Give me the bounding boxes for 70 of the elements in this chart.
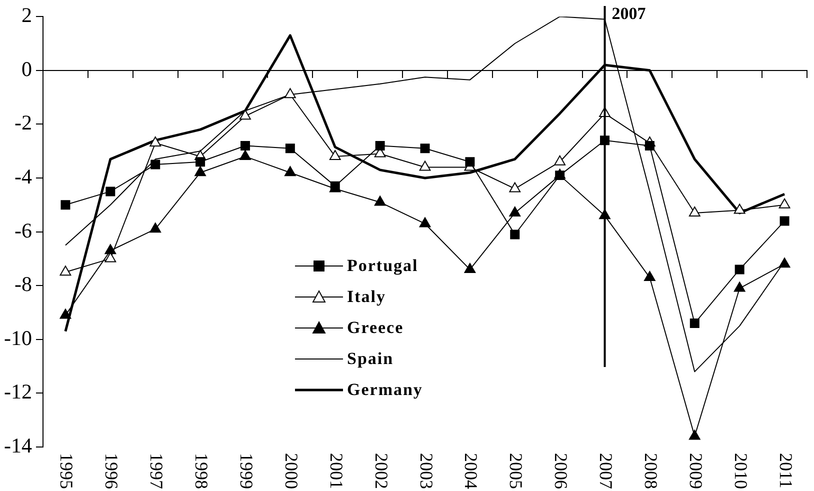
x-tick-label: 1997 [146, 453, 167, 489]
point [240, 140, 250, 150]
point [150, 222, 162, 233]
point [644, 271, 656, 282]
x-tick-label: 2006 [551, 453, 572, 489]
y-tick-label: -2 [14, 110, 32, 135]
x-tick-label: 2001 [326, 453, 346, 489]
x-tick-label: 2009 [686, 453, 706, 489]
point [644, 140, 654, 150]
point [285, 144, 295, 154]
point [329, 150, 341, 160]
point [510, 230, 520, 240]
point [464, 262, 476, 273]
point [196, 157, 206, 167]
legend-label: Spain [347, 348, 394, 370]
point [734, 204, 746, 214]
legend-label: Germany [347, 379, 423, 401]
point [688, 206, 700, 216]
point [734, 282, 746, 292]
point [150, 136, 162, 147]
ref-line-label: 2007 [612, 4, 646, 23]
point [509, 182, 521, 192]
point [778, 198, 790, 208]
y-tick-label: 0 [21, 56, 32, 81]
point [734, 264, 744, 274]
y-tick-label: -12 [4, 380, 32, 404]
point [688, 430, 700, 440]
point [554, 155, 566, 166]
point [240, 150, 251, 160]
y-tick-label: -8 [14, 272, 32, 296]
x-tick-label: 2011 [776, 453, 796, 488]
point [375, 140, 385, 150]
x-tick-label: 1995 [56, 453, 77, 489]
x-tick-label: 2005 [506, 453, 526, 489]
x-tick-label: 2010 [730, 453, 751, 489]
legend-label: Greece [347, 317, 404, 339]
x-tick-label: 1996 [102, 453, 122, 489]
point [374, 196, 386, 206]
point [60, 200, 70, 210]
y-tick-label: 2 [21, 3, 32, 28]
point [420, 144, 430, 154]
point [240, 110, 251, 120]
y-tick-label: -10 [4, 326, 32, 350]
point [465, 157, 475, 167]
point [150, 160, 160, 170]
point [106, 186, 116, 196]
point [419, 217, 431, 228]
x-tick-label: 1998 [192, 453, 212, 489]
x-tick-label: 1999 [236, 453, 256, 489]
x-tick-label: 2007 [596, 453, 616, 489]
x-tick-label: 2004 [461, 453, 482, 489]
point [778, 258, 790, 268]
y-tick-label: -14 [4, 434, 32, 458]
x-tick-label: 2003 [416, 453, 436, 489]
point [104, 252, 116, 262]
point [509, 206, 521, 216]
point [780, 216, 790, 226]
point [284, 88, 296, 98]
y-tick-label: -6 [14, 218, 32, 242]
legend-label: Portugal [347, 255, 418, 277]
x-tick-label: 2000 [281, 453, 302, 489]
x-tick-label: 2008 [640, 453, 661, 489]
legend-label: Italy [347, 286, 386, 308]
x-tick-label: 2002 [371, 453, 392, 489]
point [419, 160, 431, 171]
point [60, 266, 72, 276]
point [194, 166, 206, 176]
y-tick-label: -4 [14, 164, 32, 189]
point [284, 166, 296, 176]
point [60, 308, 72, 319]
